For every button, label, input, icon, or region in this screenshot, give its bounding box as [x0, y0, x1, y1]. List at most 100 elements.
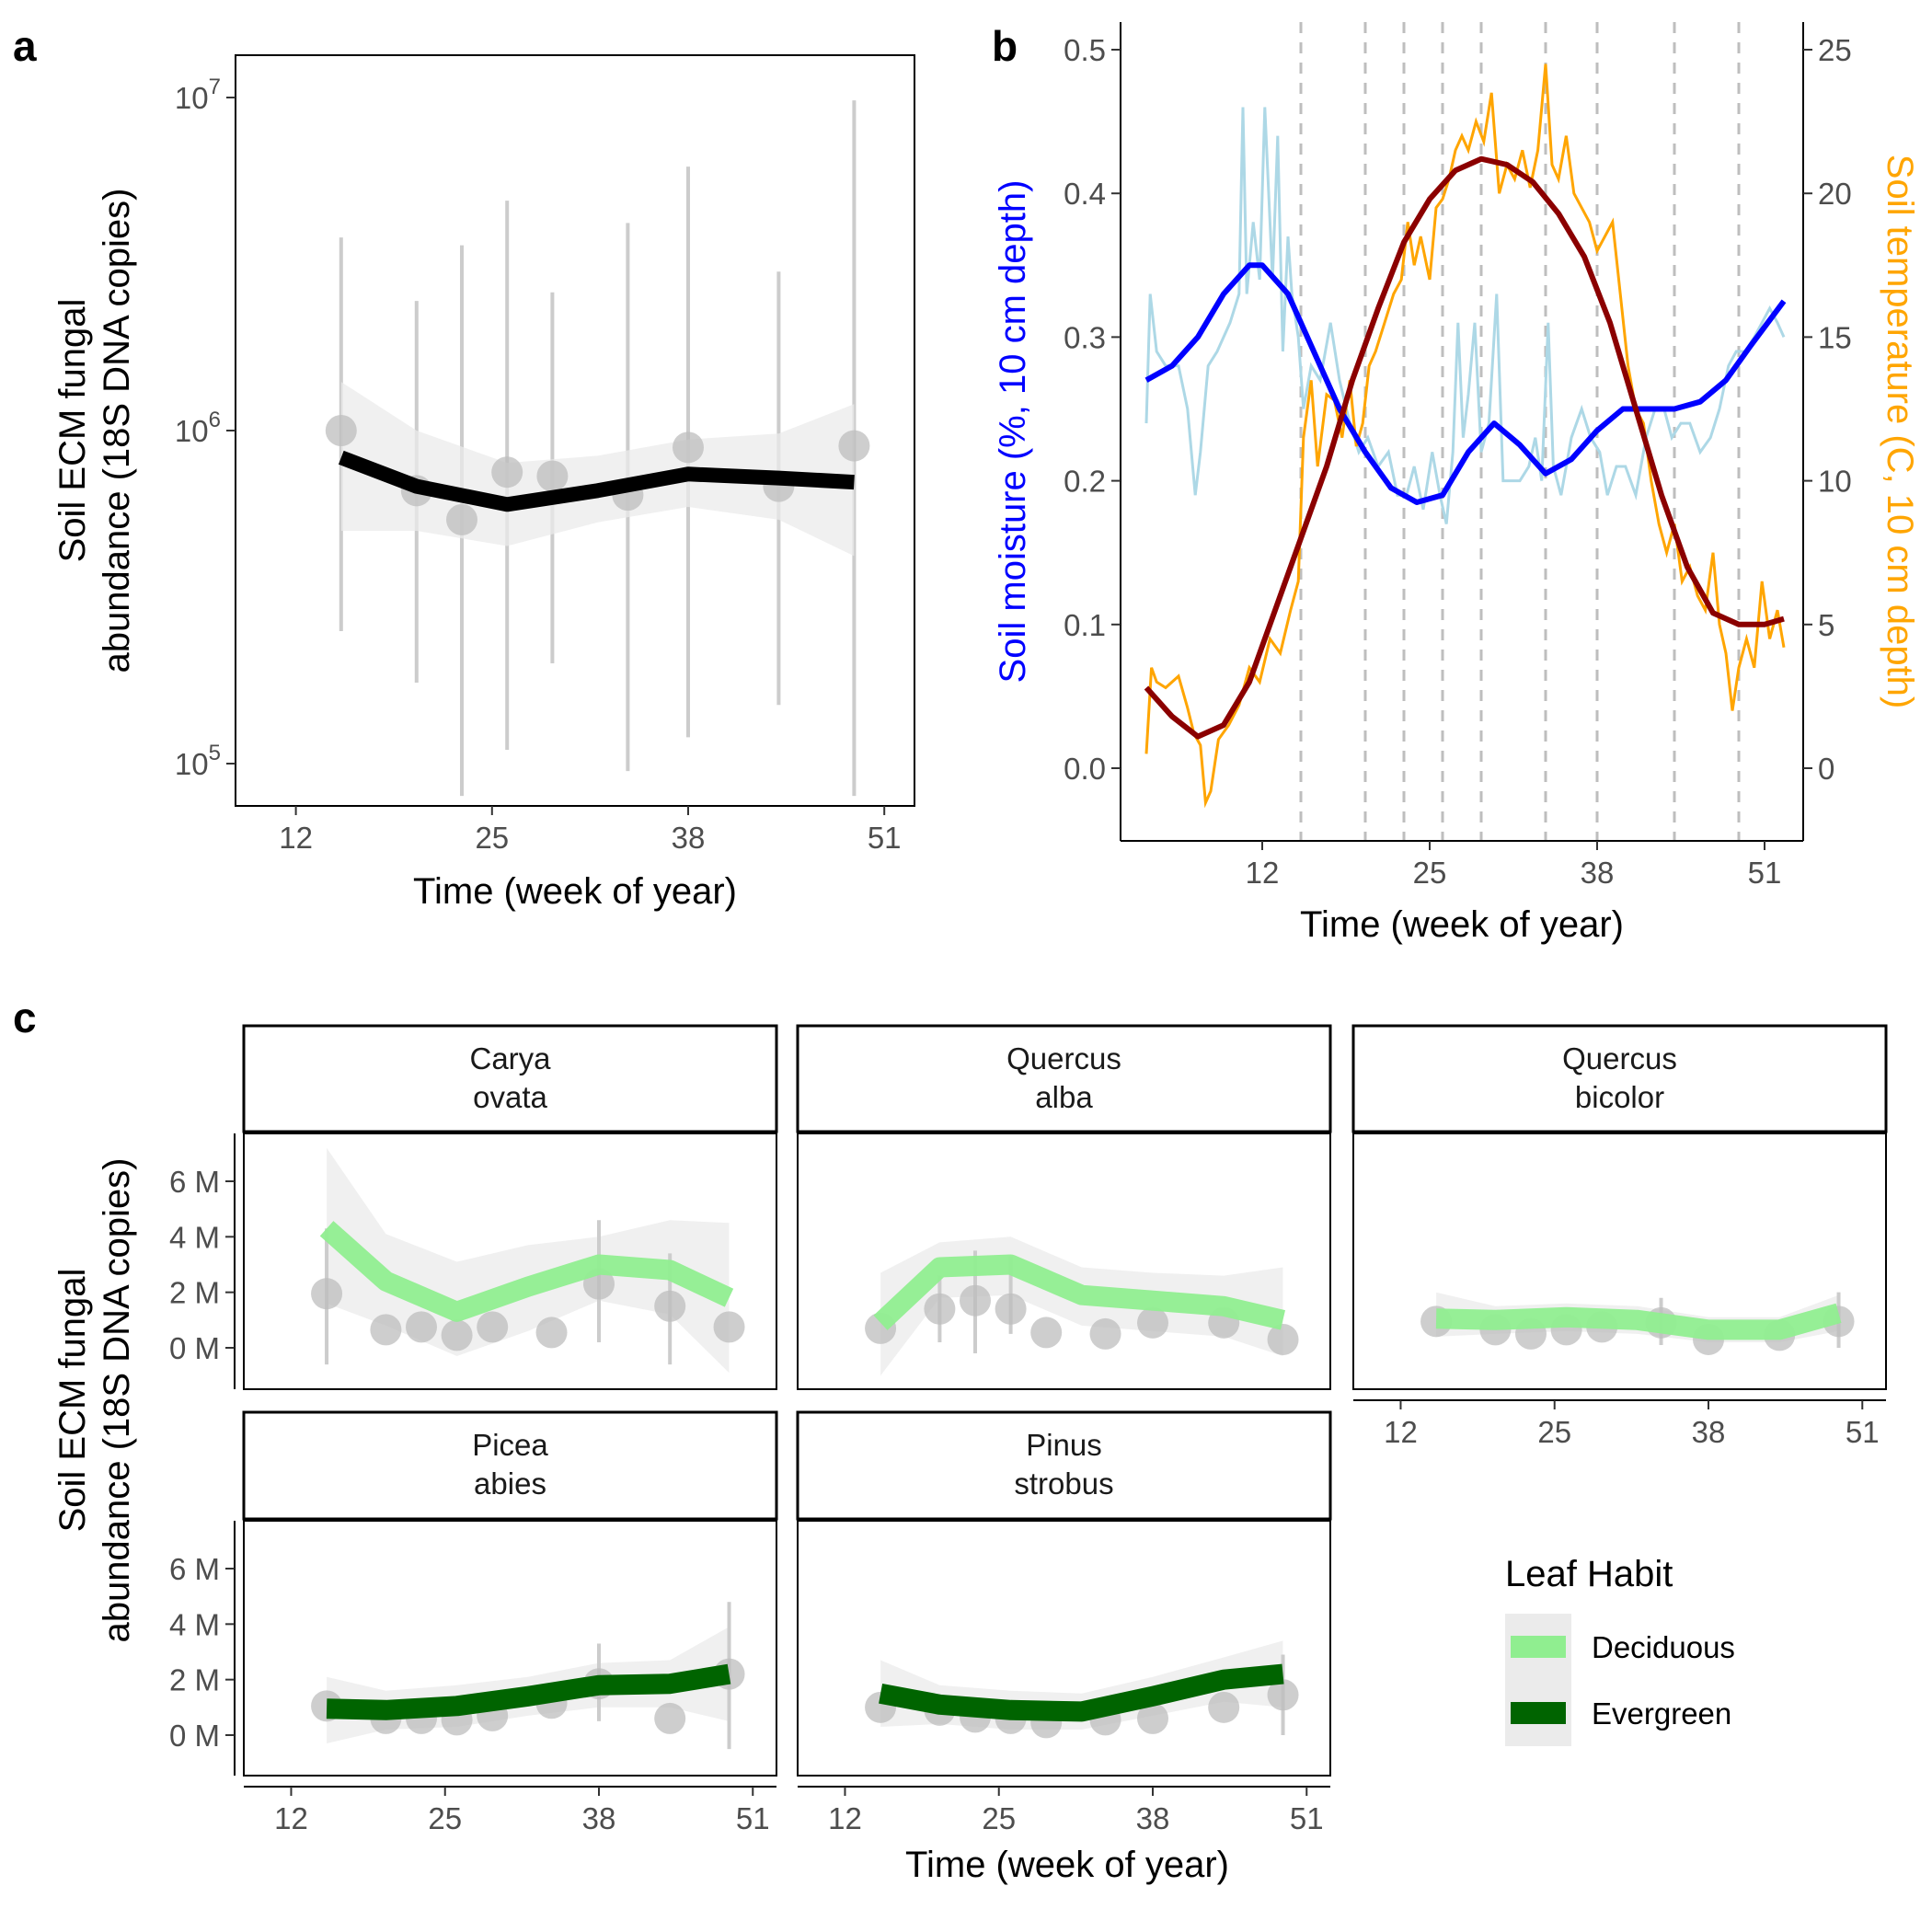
facet-quercus-bicolor: Quercus bicolor 12 25 38 51: [1351, 1024, 1888, 1449]
panel-a-data-point: [673, 431, 704, 464]
panel-b-y-tick-label: 0.1: [1064, 608, 1106, 642]
panel-b-y-right-tick-label: 5: [1818, 608, 1834, 642]
facet-strip-label: Quercus: [1562, 1041, 1677, 1075]
panel-a-trend-line: [338, 450, 855, 512]
panel-a-y-axis-title: Soil ECM fungal abundance (18S DNA copies…: [52, 189, 137, 673]
facet-plot-area: [1352, 1133, 1887, 1390]
facet-strip: [1351, 1024, 1888, 1133]
facet-y-tick-label: 0 M: [169, 1719, 220, 1753]
facet-strip: [796, 1410, 1332, 1521]
facet-x-tick-label: 12: [1384, 1415, 1418, 1449]
panel-b-x-tick-label: 12: [1246, 856, 1280, 890]
panel-a-data-point: [536, 460, 569, 492]
facet-x-tick-label: 25: [428, 1801, 462, 1835]
facet-x-tick-label: 51: [1290, 1801, 1324, 1835]
facet-strip-label: Pinus: [1026, 1428, 1102, 1462]
panel-b-y-tick-label: 0.5: [1064, 33, 1106, 67]
panel-a-x-tick-label: 12: [279, 821, 313, 855]
facet-data-point: [1137, 1306, 1168, 1339]
facet-data-point: [654, 1290, 686, 1322]
facet-data-point: [1208, 1691, 1240, 1723]
facet-strip-label: Picea: [472, 1428, 548, 1462]
facet-data-point: [535, 1317, 568, 1349]
panel-b-x-tick-label: 51: [1748, 856, 1782, 890]
facet-strip-label: strobus: [1014, 1466, 1113, 1501]
facet-x-tick-label: 25: [982, 1801, 1016, 1835]
panel-a-data-point: [491, 456, 523, 489]
panel-b-y-axis-title: Soil moisture (%, 10 cm depth): [993, 180, 1033, 684]
panel-b-y-right-tick-label: 20: [1818, 177, 1852, 211]
panel-a-x-tick-label: 25: [475, 821, 509, 855]
panel-b-y-right-tick-label: 10: [1818, 465, 1852, 499]
facet-data-point: [960, 1284, 991, 1317]
facet-data-point: [311, 1278, 343, 1310]
facet-x-tick-label: 38: [582, 1801, 616, 1835]
facet-trend-line: [326, 1663, 731, 1720]
facet-pinus-strobus: Pinus strobus 12 25 38 51: [796, 1410, 1332, 1835]
facet-x-tick-label: 38: [1136, 1801, 1170, 1835]
panel-a-x-axis-title: Time (week of year): [413, 871, 737, 912]
panel-tag-c: c: [13, 994, 37, 1041]
panel-b-y-right-tick-label: 25: [1818, 33, 1852, 67]
facet-data-point: [654, 1702, 686, 1734]
panel-c-x-axis-title: Time (week of year): [905, 1845, 1229, 1885]
facet-strip: [242, 1410, 778, 1521]
facet-trend-line: [319, 1221, 734, 1322]
facet-y-tick-label: 2 M: [169, 1276, 220, 1310]
panel-b-temperature-smooth-line: [1144, 155, 1785, 740]
panel-b-y-right-tick-label: 0: [1818, 752, 1834, 786]
facet-data-point: [406, 1311, 437, 1343]
facet-x-tick-label: 51: [1846, 1415, 1880, 1449]
facet-strip-label: ovata: [473, 1080, 547, 1114]
panel-a-x-tick-label: 38: [672, 821, 706, 855]
panel-b: 0.0 0.1 0.2 0.3 0.4 0.5 0 5 10 15 20 25 12 25 38 51 Time…: [993, 22, 1920, 945]
panel-a-data-point: [325, 415, 357, 446]
facet-y-tick-label: 2 M: [169, 1663, 220, 1697]
panel-b-y-tick-label: 0.0: [1064, 752, 1106, 786]
facet-data-point: [1030, 1317, 1063, 1349]
legend-title: Leaf Habit: [1505, 1554, 1673, 1594]
facet-data-point: [1267, 1323, 1299, 1355]
facet-x-tick-label: 25: [1537, 1415, 1571, 1449]
panel-b-moisture-smooth-line: [1144, 262, 1787, 505]
panel-b-y-right-axis-title: Soil temperature (C, 10 cm depth): [1880, 155, 1920, 708]
facet-x-tick-label: 12: [828, 1801, 862, 1835]
facet-data-point: [441, 1319, 473, 1351]
panel-a-data-point: [838, 430, 870, 462]
panel-b-x-tick-label: 25: [1413, 856, 1447, 890]
facet-picea-abies: Picea abies 0 M 2 M 4 M 6 M 12 25 38 51: [169, 1410, 778, 1835]
panel-b-y-tick-label: 0.2: [1064, 465, 1106, 499]
facet-y-tick-label: 6 M: [169, 1552, 220, 1586]
facet-strip-label: bicolor: [1575, 1080, 1664, 1114]
facet-strip-label: alba: [1035, 1080, 1093, 1114]
panel-tag-a: a: [13, 22, 37, 70]
facet-data-point: [995, 1293, 1027, 1325]
facet-x-tick-label: 51: [736, 1801, 770, 1835]
panel-b-y-tick-label: 0.3: [1064, 320, 1106, 354]
legend-key-evergreen: [1511, 1702, 1566, 1724]
facet-trend-line: [873, 1254, 1285, 1330]
panel-a: 105 106 107 12 25 38 51 Time (week of year) Soil…: [52, 54, 915, 912]
facet-quercus-alba: Quercus alba: [796, 1024, 1332, 1390]
facet-strip: [796, 1024, 1332, 1133]
facet-data-point: [713, 1311, 745, 1343]
panel-b-x-tick-label: 38: [1581, 856, 1615, 890]
panel-b-y-tick-label: 0.4: [1064, 177, 1106, 211]
panel-c-y-axis-title: Soil ECM fungal abundance (18S DNA copies…: [52, 1158, 137, 1643]
legend-label-deciduous: Deciduous: [1592, 1630, 1735, 1664]
panel-b-moisture-raw-line: [1144, 107, 1786, 524]
panel-b-temperature-raw-line: [1144, 63, 1786, 809]
facet-y-tick-label: 0 M: [169, 1331, 220, 1365]
facet-strip-label: Carya: [469, 1041, 551, 1075]
facet-x-tick-label: 38: [1692, 1415, 1726, 1449]
panel-a-y-tick-label: 105: [175, 741, 221, 781]
facet-strip: [242, 1024, 778, 1133]
panel-a-x-tick-label: 51: [868, 821, 902, 855]
facet-plot-area: [797, 1520, 1331, 1777]
legend-key-deciduous: [1511, 1636, 1566, 1658]
panel-tag-b: b: [992, 22, 1018, 70]
legend: Leaf Habit Deciduous Evergreen: [1505, 1554, 1735, 1746]
facet-strip-label: abies: [474, 1466, 546, 1501]
legend-label-evergreen: Evergreen: [1592, 1696, 1731, 1731]
